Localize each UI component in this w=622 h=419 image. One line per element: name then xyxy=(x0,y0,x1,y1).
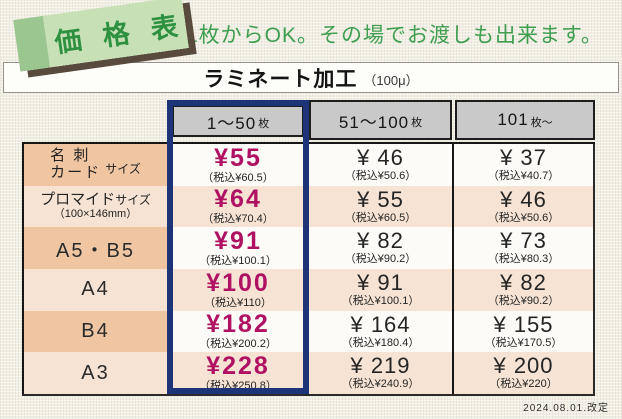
headline-text: 1枚からOK。その場でお渡しも出来ます。 xyxy=(186,24,603,47)
price-amount: ¥ 55 xyxy=(357,186,404,212)
price-cell: ¥ 46 （税込¥50.6） xyxy=(452,185,595,228)
tax-amount: （税込¥90.2） xyxy=(487,295,560,308)
tax-amount: （税込¥60.5） xyxy=(344,211,417,224)
title-bar: ラミネート加工 （100μ） xyxy=(3,62,619,93)
price-cell: ¥228 （税込¥250.8） xyxy=(167,351,309,395)
price-amount: ¥64 xyxy=(214,185,262,214)
price-cell: ¥ 164 （税込¥180.4） xyxy=(309,310,452,353)
badge-label: 価 格 表 xyxy=(52,9,187,58)
tax-amount: （税込¥50.6） xyxy=(487,211,560,224)
tax-amount: （税込¥110） xyxy=(204,296,272,309)
tax-amount: （税込¥90.2） xyxy=(344,253,417,266)
price-cell: ¥ 55 （税込¥60.5） xyxy=(309,185,452,228)
price-amount: ¥ 73 xyxy=(500,228,547,254)
column-header-101plus: 101 枚～ xyxy=(455,100,595,140)
price-cell: ¥ 73 （税込¥80.3） xyxy=(452,227,595,270)
price-amount: ¥ 46 xyxy=(357,145,404,171)
price-amount: ¥ 82 xyxy=(500,270,547,296)
price-amount: ¥ 200 xyxy=(493,353,554,379)
row-label-a5-b5: A5・B5 xyxy=(22,227,167,270)
price-amount: ¥55 xyxy=(214,143,262,172)
row-label-promide: プロマイドサイズ （100×146mm） xyxy=(22,185,167,228)
section-title: ラミネート加工 xyxy=(203,67,358,91)
header-spacer xyxy=(22,100,167,140)
price-cell: ¥ 46 （税込¥50.6） xyxy=(309,144,452,186)
revision-date: 2024.08.01.改定 xyxy=(523,403,609,414)
price-cell: ¥ 200 （税込¥220） xyxy=(452,352,595,395)
price-cell: ¥64 （税込¥70.4） xyxy=(167,185,309,228)
column-header-51-100: 51～100 枚 xyxy=(309,100,452,140)
price-amount: ¥ 82 xyxy=(357,228,404,254)
tax-amount: （税込¥40.7） xyxy=(487,170,560,183)
tax-amount: （税込¥220） xyxy=(489,378,558,391)
tax-amount: （税込¥100.1） xyxy=(341,295,420,308)
price-amount: ¥100 xyxy=(206,268,270,297)
column-header-1-50: 1～50 枚 xyxy=(172,105,304,137)
price-amount: ¥ 91 xyxy=(357,270,404,296)
tax-amount: （税込¥50.6） xyxy=(344,170,417,183)
price-cell: ¥91 （税込¥100.1） xyxy=(167,226,309,270)
table-body: 名 刺 カード サイズ ¥55 （税込¥60.5） ¥ 46 （税込¥50.6）… xyxy=(22,142,595,397)
tax-amount: （税込¥70.4） xyxy=(202,213,274,226)
section-title-suffix: （100μ） xyxy=(363,73,419,88)
price-cell: ¥182 （税込¥200.2） xyxy=(167,310,309,353)
price-amount: ¥ 37 xyxy=(500,145,547,171)
badge-face: 価 格 表 xyxy=(42,0,189,68)
price-cell: ¥ 82 （税込¥90.2） xyxy=(452,269,595,311)
price-cell: ¥ 155 （税込¥170.5） xyxy=(452,310,595,353)
row-label-a4: A4 xyxy=(22,269,167,311)
size-note: （100×146mm） xyxy=(53,208,138,221)
table-header-row: 1～50 枚 51～100 枚 101 枚～ xyxy=(22,100,595,140)
tax-amount: （税込¥100.1） xyxy=(199,254,277,267)
tax-amount: （税込¥200.2） xyxy=(199,338,277,351)
price-amount: ¥ 164 xyxy=(350,311,411,337)
price-table: 1～50 枚 51～100 枚 101 枚～ 名 刺 カード サイズ xyxy=(22,100,595,397)
row-label-b4: B4 xyxy=(22,310,167,353)
row-label-meishi-card: 名 刺 カード サイズ xyxy=(22,144,167,186)
price-cell: ¥ 219 （税込¥240.9） xyxy=(309,352,452,395)
tax-amount: （税込¥170.5） xyxy=(484,336,563,349)
tax-amount: （税込¥250.8） xyxy=(199,379,277,392)
tax-amount: （税込¥80.3） xyxy=(487,253,560,266)
price-amount: ¥91 xyxy=(214,226,262,255)
price-cell: ¥ 37 （税込¥40.7） xyxy=(452,144,595,186)
price-cell: ¥55 （税込¥60.5） xyxy=(167,144,309,186)
price-cell: ¥100 （税込¥110） xyxy=(167,269,309,311)
price-amount: ¥ 219 xyxy=(350,353,411,379)
price-cell: ¥ 82 （税込¥90.2） xyxy=(309,227,452,270)
tax-amount: （税込¥60.5） xyxy=(202,171,274,184)
price-list-badge: 価 格 表 xyxy=(13,0,189,72)
price-amount: ¥ 46 xyxy=(500,186,547,212)
price-amount: ¥228 xyxy=(206,351,270,380)
tax-amount: （税込¥240.9） xyxy=(341,378,420,391)
row-label-a3: A3 xyxy=(22,352,167,395)
tax-amount: （税込¥180.4） xyxy=(341,336,420,349)
price-amount: ¥182 xyxy=(206,310,270,339)
price-amount: ¥ 155 xyxy=(493,311,554,337)
price-cell: ¥ 91 （税込¥100.1） xyxy=(309,269,452,311)
